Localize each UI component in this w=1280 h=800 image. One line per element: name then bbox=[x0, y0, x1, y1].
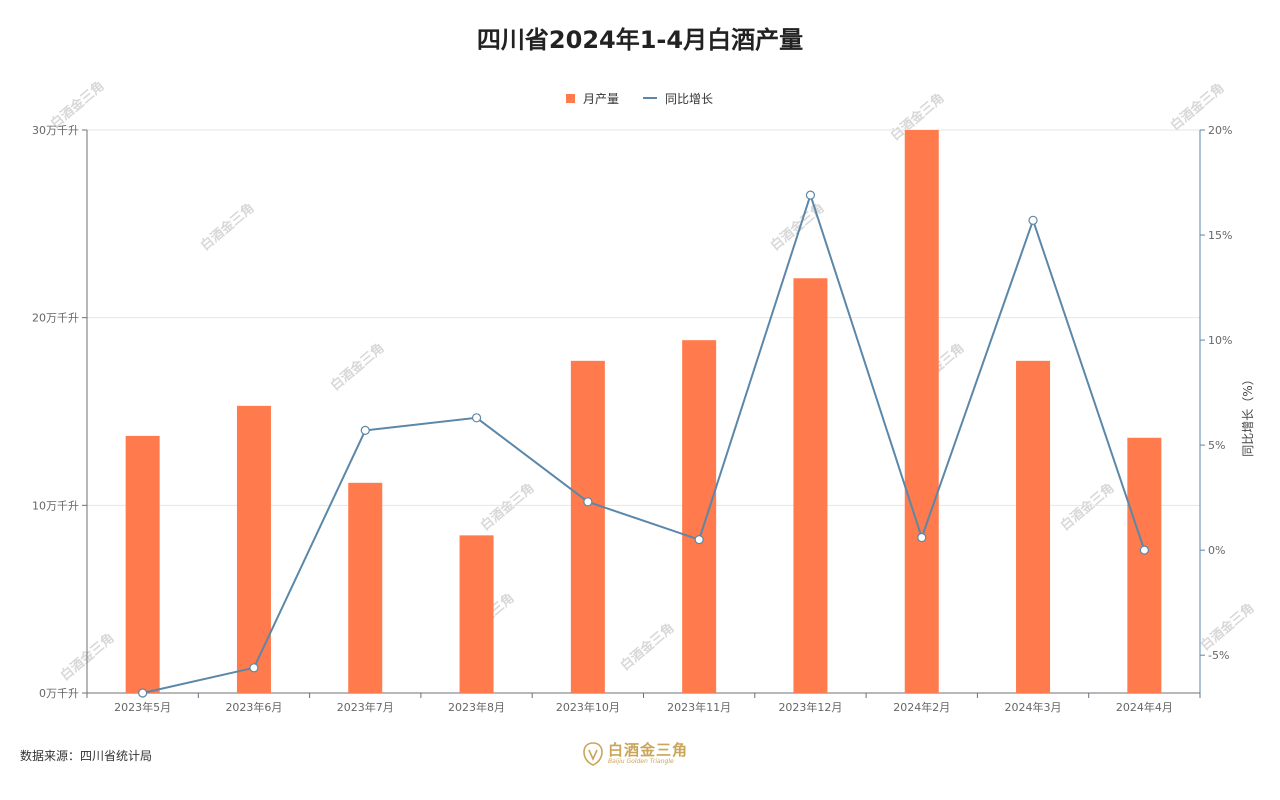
legend-line-swatch bbox=[643, 97, 658, 99]
right-tick-label: 0% bbox=[1208, 544, 1225, 557]
chart-area: 白酒金三角白酒金三角白酒金三角白酒金三角白酒金三角白酒金三角白酒金三角白酒金三角… bbox=[32, 78, 1257, 714]
x-tick-label: 2023年7月 bbox=[337, 700, 394, 714]
left-tick-label: 20万千升 bbox=[32, 312, 79, 325]
growth-point-5 bbox=[694, 535, 704, 545]
x-tick-label: 2023年5月 bbox=[114, 700, 171, 714]
growth-point-3 bbox=[471, 413, 482, 423]
x-tick-label: 2023年11月 bbox=[667, 700, 731, 714]
watermark-text: 白酒金三角 bbox=[197, 200, 257, 254]
growth-point-0 bbox=[138, 688, 148, 698]
growth-point-7 bbox=[917, 532, 927, 543]
bar-6 bbox=[793, 278, 828, 693]
bar-4 bbox=[570, 360, 605, 693]
x-tick-label: 2024年2月 bbox=[893, 700, 950, 714]
bar-8 bbox=[1016, 360, 1051, 693]
watermark-text: 白酒金三角 bbox=[477, 480, 537, 534]
bar-2 bbox=[348, 482, 383, 693]
legend-item-bar[interactable]: 月产量 bbox=[566, 90, 619, 107]
data-source-label: 数据来源：四川省统计局 bbox=[20, 749, 153, 763]
left-tick-label: 0万千升 bbox=[39, 687, 79, 700]
brand-logo: 白酒金三角 Baijiu Golden Triangle bbox=[582, 741, 688, 767]
right-axis-title: 同比增长（%） bbox=[1241, 373, 1255, 456]
legend-bar-label: 月产量 bbox=[583, 91, 620, 106]
bar-9 bbox=[1127, 437, 1162, 693]
watermark-text: 白酒金三角 bbox=[617, 620, 677, 674]
left-tick-label: 30万千升 bbox=[32, 124, 79, 137]
growth-point-9 bbox=[1139, 545, 1149, 555]
watermark-group: 白酒金三角白酒金三角白酒金三角白酒金三角白酒金三角白酒金三角白酒金三角白酒金三角… bbox=[47, 78, 1257, 684]
bar-3 bbox=[459, 535, 494, 693]
growth-line bbox=[142, 191, 1146, 694]
growth-point-4 bbox=[583, 497, 593, 507]
legend: 月产量 同比增长 bbox=[566, 89, 737, 107]
bar-7 bbox=[904, 130, 939, 693]
right-tick-label: 10% bbox=[1208, 334, 1232, 347]
growth-point-8 bbox=[1028, 215, 1038, 225]
x-tick-label: 2023年6月 bbox=[225, 700, 282, 714]
left-tick-label: 10万千升 bbox=[32, 499, 79, 512]
right-tick-label: 15% bbox=[1208, 229, 1232, 242]
watermark-text: 白酒金三角 bbox=[767, 200, 827, 254]
right-tick-label: -5% bbox=[1208, 649, 1229, 662]
growth-point-2 bbox=[360, 425, 370, 436]
watermark-text: 白酒金三角 bbox=[327, 340, 387, 394]
x-tick-label: 2023年10月 bbox=[556, 700, 620, 714]
bar-0 bbox=[125, 435, 160, 693]
growth-point-6 bbox=[805, 190, 816, 200]
legend-line-label: 同比增长 bbox=[665, 91, 714, 106]
logo-subtitle: Baijiu Golden Triangle bbox=[608, 758, 674, 765]
right-tick-label: 20% bbox=[1208, 124, 1232, 137]
watermark-text: 白酒金三角 bbox=[1197, 600, 1257, 654]
legend-item-line[interactable]: 同比增长 bbox=[643, 90, 713, 107]
legend-bar-swatch bbox=[566, 93, 575, 103]
bar-5 bbox=[682, 340, 717, 693]
growth-point-1 bbox=[249, 663, 259, 673]
x-tick-label: 2024年3月 bbox=[1005, 700, 1062, 714]
chart-title: 四川省2024年1-4月白酒产量 bbox=[476, 26, 804, 54]
bar-1 bbox=[236, 405, 271, 693]
logo-icon bbox=[583, 742, 603, 766]
x-tick-label: 2023年8月 bbox=[448, 700, 505, 714]
right-tick-label: 5% bbox=[1208, 439, 1225, 452]
x-tick-label: 2024年4月 bbox=[1116, 700, 1173, 714]
x-tick-label: 2023年12月 bbox=[778, 700, 842, 714]
logo-name: 白酒金三角 bbox=[608, 741, 689, 759]
watermark-text: 白酒金三角 bbox=[1057, 480, 1117, 534]
